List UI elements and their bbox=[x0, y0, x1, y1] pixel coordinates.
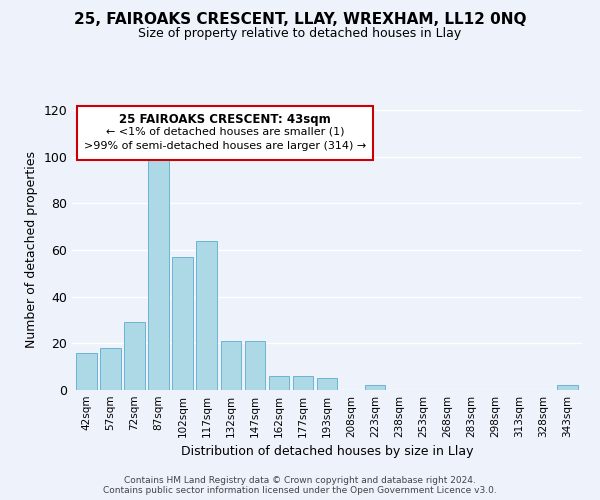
X-axis label: Distribution of detached houses by size in Llay: Distribution of detached houses by size … bbox=[181, 446, 473, 458]
Bar bbox=[172, 257, 193, 390]
Bar bbox=[148, 159, 169, 390]
Bar bbox=[196, 240, 217, 390]
Bar bbox=[124, 322, 145, 390]
Bar bbox=[76, 352, 97, 390]
Bar bbox=[317, 378, 337, 390]
Text: Contains HM Land Registry data © Crown copyright and database right 2024.
Contai: Contains HM Land Registry data © Crown c… bbox=[103, 476, 497, 495]
Text: >99% of semi-detached houses are larger (314) →: >99% of semi-detached houses are larger … bbox=[84, 141, 366, 151]
Text: 25 FAIROAKS CRESCENT: 43sqm: 25 FAIROAKS CRESCENT: 43sqm bbox=[119, 113, 331, 126]
Bar bbox=[221, 341, 241, 390]
Text: ← <1% of detached houses are smaller (1): ← <1% of detached houses are smaller (1) bbox=[106, 127, 344, 137]
Bar bbox=[293, 376, 313, 390]
FancyBboxPatch shape bbox=[77, 106, 373, 160]
Text: Size of property relative to detached houses in Llay: Size of property relative to detached ho… bbox=[139, 28, 461, 40]
Text: 25, FAIROAKS CRESCENT, LLAY, WREXHAM, LL12 0NQ: 25, FAIROAKS CRESCENT, LLAY, WREXHAM, LL… bbox=[74, 12, 526, 28]
Bar bbox=[100, 348, 121, 390]
Bar bbox=[245, 341, 265, 390]
Bar bbox=[557, 386, 578, 390]
Bar bbox=[365, 386, 385, 390]
Bar bbox=[269, 376, 289, 390]
Y-axis label: Number of detached properties: Number of detached properties bbox=[25, 152, 38, 348]
